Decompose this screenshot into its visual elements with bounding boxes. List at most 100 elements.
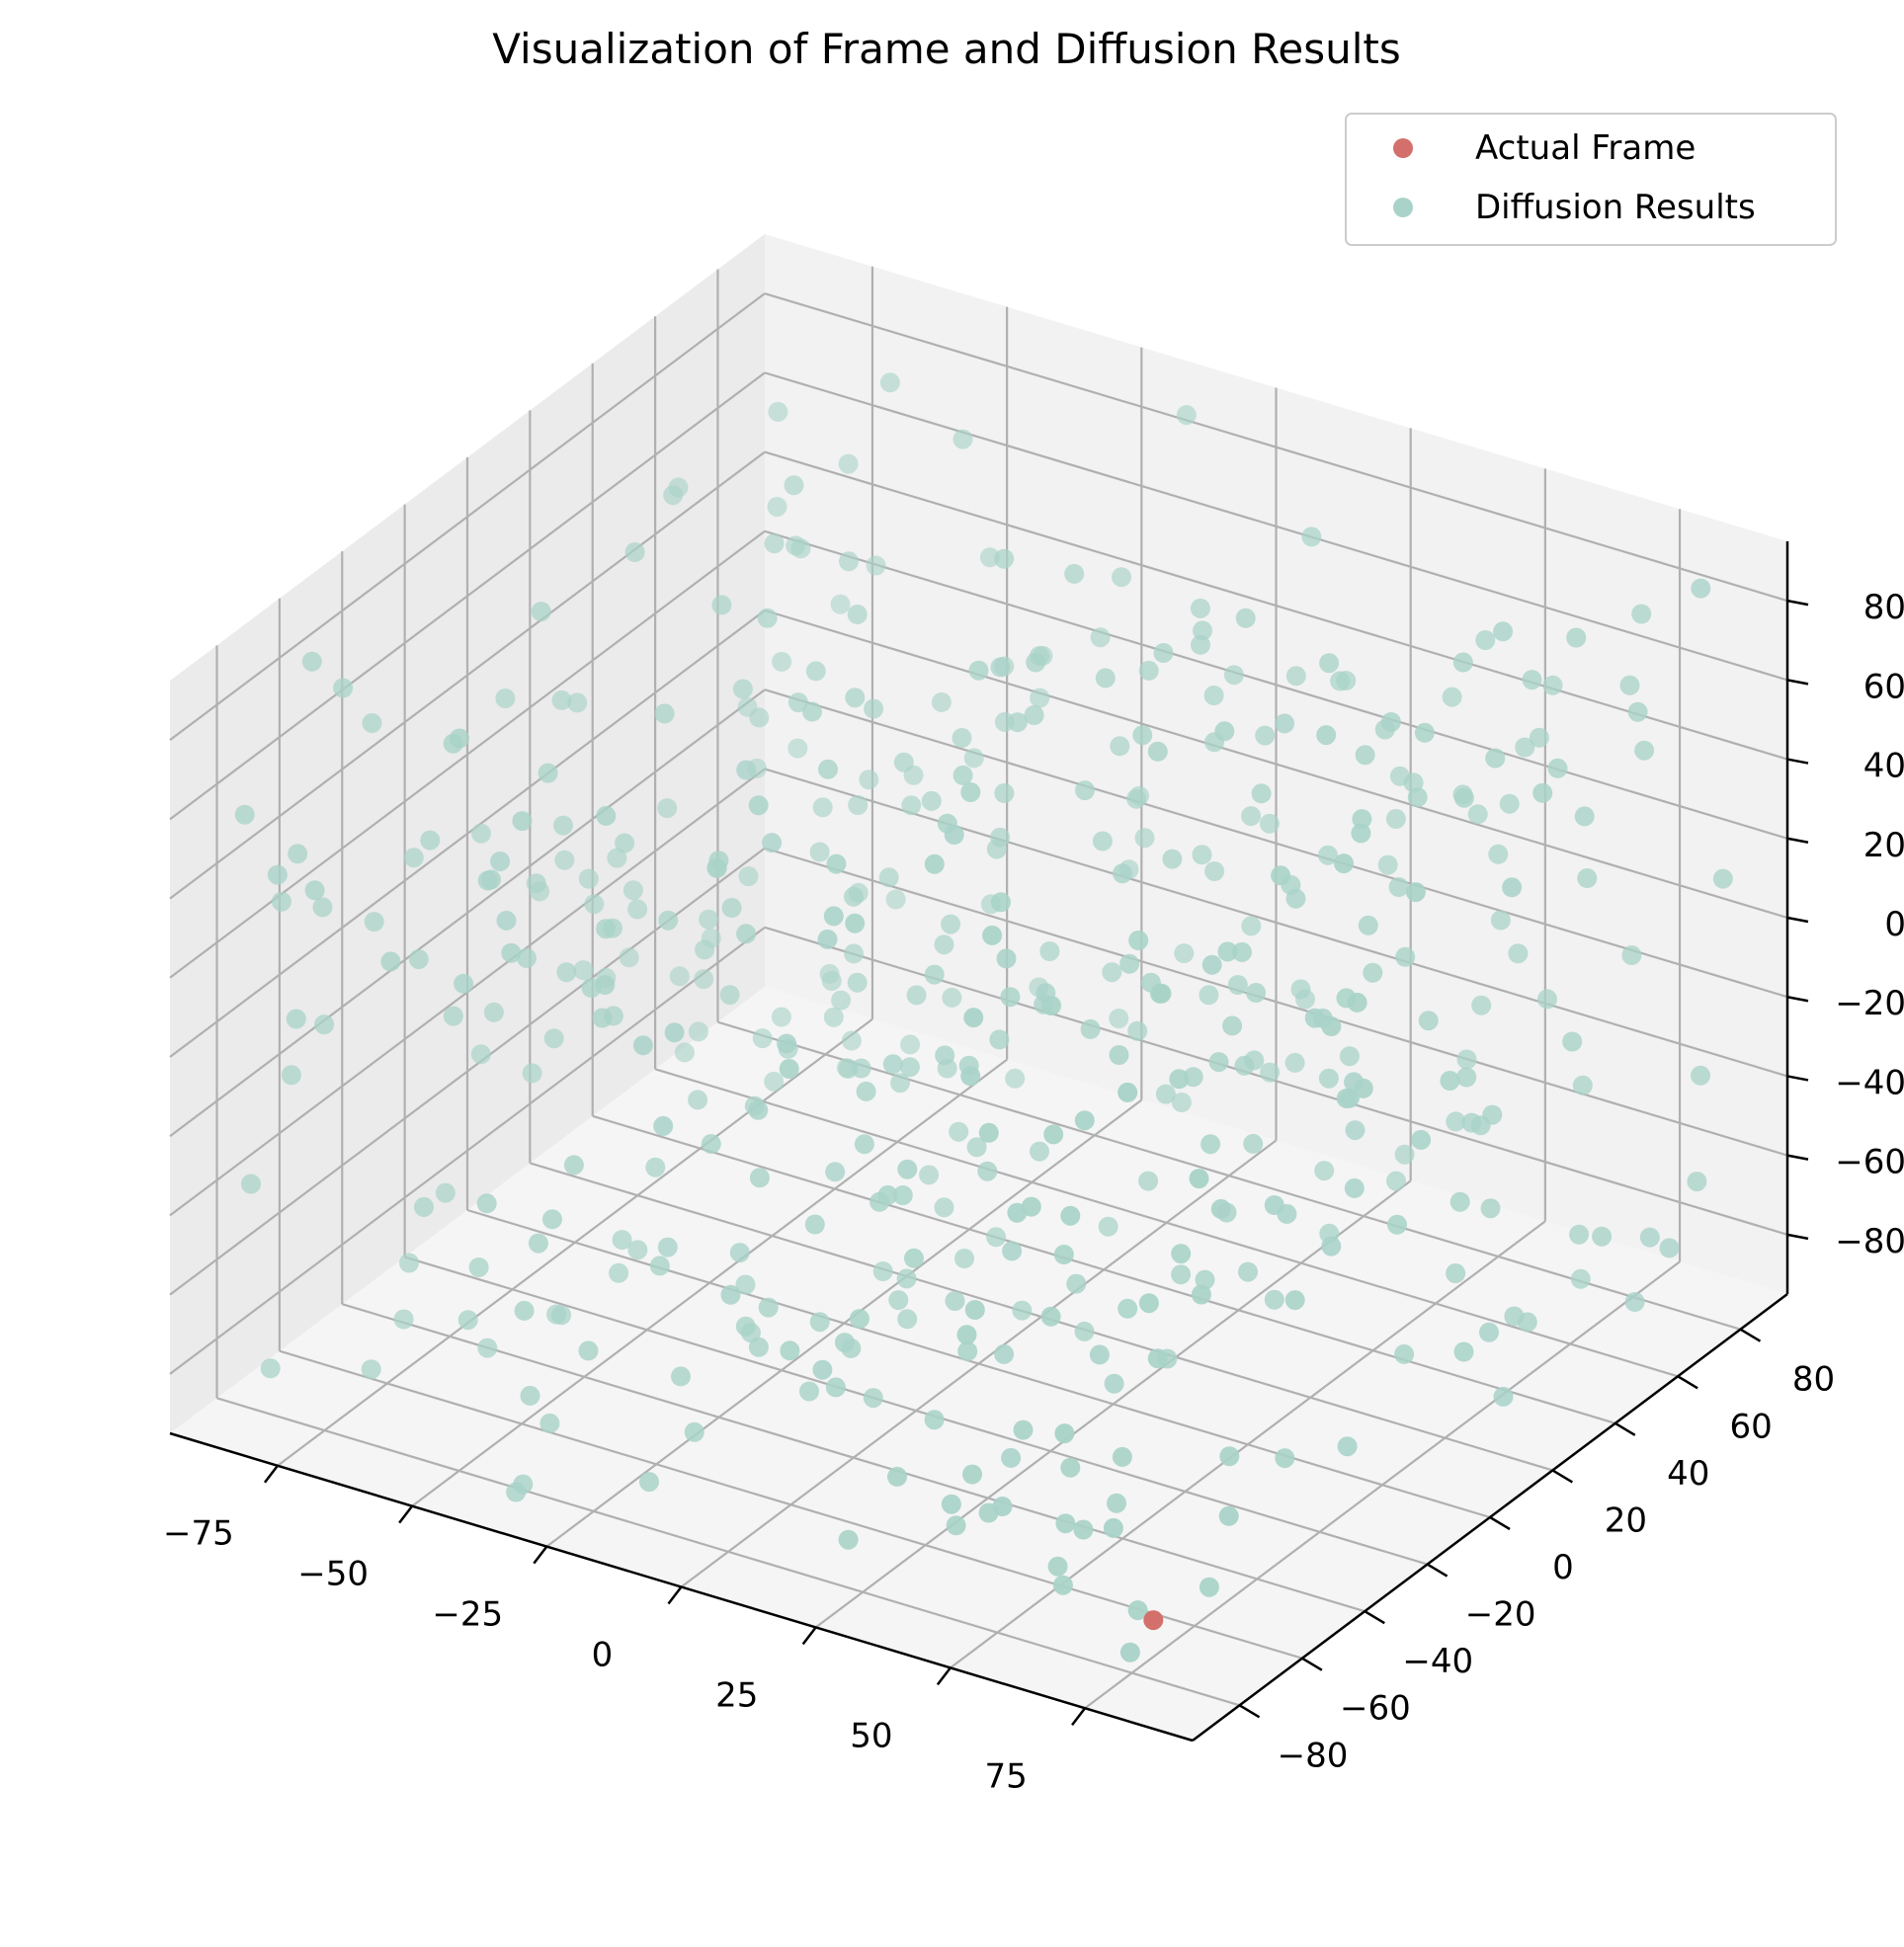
diffusion-result-point [1405,882,1426,903]
diffusion-result-point [844,886,864,907]
diffusion-result-point [966,1137,987,1158]
diffusion-result-point [1041,996,1061,1015]
diffusion-result-point [779,1059,799,1079]
diffusion-result-point [1388,877,1409,897]
data-points [234,372,1733,1663]
diffusion-result-point [538,763,558,783]
diffusion-result-point [1537,989,1557,1010]
diffusion-result-point [856,1081,876,1101]
x-tick-label: −75 [163,1514,234,1554]
diffusion-result-point [863,1388,883,1409]
diffusion-result-point [1418,1011,1439,1031]
diffusion-result-point [991,892,1011,913]
diffusion-result-point [477,1338,498,1358]
diffusion-result-point [1572,1075,1593,1095]
x-tick-mark [398,1504,414,1524]
diffusion-result-point [380,951,401,972]
diffusion-result-point [1395,946,1416,967]
diffusion-result-point [1316,725,1337,746]
diffusion-result-point [567,692,588,713]
diffusion-result-point [1446,1111,1466,1132]
diffusion-result-point [1210,1198,1231,1219]
diffusion-result-point [919,1165,940,1185]
diffusion-result-point [551,690,572,710]
diffusion-result-point [1030,688,1050,708]
diffusion-result-point [1171,1244,1192,1264]
z-tick-mark [1786,679,1809,686]
diffusion-result-point [1387,1214,1407,1235]
diffusion-result-point [1275,713,1295,734]
diffusion-result-point [934,1197,954,1218]
diffusion-result-point [234,804,255,825]
diffusion-result-point [468,1257,489,1277]
diffusion-result-point [748,1099,769,1120]
diffusion-result-point [1119,953,1140,974]
diffusion-result-point [1147,1348,1168,1369]
diffusion-result-point [1007,1202,1028,1223]
diffusion-result-point [1013,1420,1034,1440]
diffusion-result-point [817,929,838,949]
diffusion-result-point [654,703,675,724]
diffusion-result-point [414,1196,434,1217]
diffusion-result-point [1407,787,1428,808]
legend-marker-actual-frame [1393,138,1413,158]
diffusion-result-point [848,795,869,815]
y-tick-mark [1426,1563,1449,1578]
z-tick-mark [1786,1233,1809,1241]
diffusion-result-point [968,660,989,681]
diffusion-result-point [847,605,868,624]
y-tick-label: 40 [1667,1454,1709,1494]
diffusion-result-point [935,1045,955,1066]
y-tick-mark [1489,1515,1511,1531]
diffusion-result-point [1574,806,1595,827]
diffusion-result-point [664,1022,685,1043]
diffusion-result-point [1007,712,1028,733]
diffusion-result-point [1304,1008,1325,1028]
diffusion-result-point [607,848,627,868]
diffusion-result-point [1119,1642,1140,1663]
diffusion-result-point [393,1309,414,1330]
diffusion-result-point [964,1300,985,1320]
x-tick-label: 0 [592,1636,614,1675]
diffusion-result-point [1026,652,1046,673]
diffusion-result-point [684,1421,704,1442]
grid-line-z-back [764,608,1788,920]
diffusion-result-point [1394,1144,1415,1165]
grid-line-z-back [764,450,1788,761]
y-tick-mark [1301,1657,1323,1671]
diffusion-result-point [749,707,770,728]
diffusion-result-point [992,1497,1013,1516]
diffusion-result-point [514,1300,535,1321]
grid-line-y-floor [341,1303,1366,1613]
diffusion-result-point [1060,1205,1081,1226]
diffusion-result-point [1208,1052,1229,1073]
grid-line-z-back [764,371,1788,682]
diffusion-result-point [1066,1273,1087,1294]
diffusion-result-point [1001,1447,1022,1468]
diffusion-result-point [1493,621,1514,642]
y-tick-label: 0 [1552,1548,1574,1587]
diffusion-result-point [752,1028,773,1049]
diffusion-result-point [1453,787,1474,808]
diffusion-result-point [1002,1241,1023,1261]
diffusion-result-point [771,1007,791,1027]
z-tick-mark [1786,1075,1809,1082]
diffusion-result-point [924,853,945,874]
diffusion-result-point [1214,721,1235,742]
grid-line-z-side [169,609,766,1058]
diffusion-result-point [1080,1018,1101,1039]
diffusion-result-point [1499,793,1520,814]
grid-line-z-side [169,450,766,900]
diffusion-result-point [1619,675,1640,695]
diffusion-result-point [784,475,804,496]
diffusion-result-point [738,866,759,887]
grid-line-z-back [764,689,1788,999]
z-tick-mark [1786,916,1809,924]
diffusion-result-point [1109,1045,1129,1065]
diffusion-result-point [364,912,384,933]
diffusion-result-point [1222,1015,1243,1036]
axis-ticks: −75 −50 −25 0 25 50 75 −80 −60 −40 −20 0 20 40 60 80 −80… [163,588,1904,1796]
diffusion-result-point [859,770,879,790]
diffusion-result-point [845,688,866,708]
diffusion-result-point [1251,783,1272,804]
